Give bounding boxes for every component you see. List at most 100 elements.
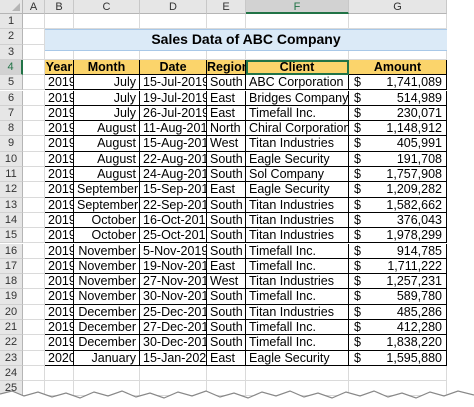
grid-cell[interactable]	[246, 14, 349, 30]
region-cell[interactable]: South	[207, 243, 246, 259]
client-cell[interactable]: Bridges Company	[246, 90, 349, 106]
date-cell[interactable]: 19-Jul-2019	[140, 90, 207, 106]
row-header-7[interactable]: 7	[0, 105, 23, 122]
client-cell[interactable]: Timefall Inc.	[246, 243, 349, 259]
year-cell[interactable]: 2019	[45, 212, 74, 229]
row-header-22[interactable]: 22	[0, 335, 23, 351]
year-cell[interactable]: 2019	[45, 151, 74, 167]
year-cell[interactable]: 2019	[45, 289, 74, 305]
row-header-15[interactable]: 15	[0, 228, 23, 244]
client-cell[interactable]: Timefall Inc.	[246, 105, 349, 122]
grid-cell[interactable]	[349, 44, 447, 60]
month-cell[interactable]: November	[74, 274, 140, 290]
client-cell[interactable]: Eagle Security	[246, 182, 349, 198]
grid-cell[interactable]	[23, 59, 45, 76]
year-cell[interactable]: 2019	[45, 167, 74, 183]
grid-cell[interactable]	[45, 44, 74, 60]
year-cell[interactable]: 2019	[45, 274, 74, 290]
month-cell[interactable]: September	[74, 182, 140, 198]
table-header-year[interactable]: Year	[45, 59, 74, 76]
month-cell[interactable]: July	[74, 90, 140, 106]
region-cell[interactable]: South	[207, 212, 246, 229]
grid-cell[interactable]	[246, 44, 349, 60]
grid-cell[interactable]	[23, 197, 45, 213]
region-cell[interactable]: West	[207, 136, 246, 152]
table-header-date[interactable]: Date	[140, 59, 207, 76]
row-header-9[interactable]: 9	[0, 136, 23, 152]
region-cell[interactable]: South	[207, 75, 246, 91]
column-header-c[interactable]: C	[74, 0, 140, 14]
year-cell[interactable]: 2019	[45, 197, 74, 213]
row-header-11[interactable]: 11	[0, 167, 23, 183]
amount-cell[interactable]: $1,757,908	[349, 167, 447, 183]
year-cell[interactable]: 2019	[45, 75, 74, 91]
row-header-2[interactable]: 2	[0, 29, 23, 45]
grid-cell[interactable]	[23, 365, 45, 382]
year-cell[interactable]: 2019	[45, 243, 74, 259]
year-cell[interactable]: 2019	[45, 320, 74, 336]
year-cell[interactable]: 2019	[45, 228, 74, 244]
date-cell[interactable]: 26-Jul-2019	[140, 105, 207, 122]
client-cell[interactable]: Chiral Corporation	[246, 121, 349, 137]
amount-cell[interactable]: $191,708	[349, 151, 447, 167]
region-cell[interactable]: South	[207, 151, 246, 167]
amount-cell[interactable]: $485,286	[349, 304, 447, 320]
region-cell[interactable]: East	[207, 105, 246, 122]
month-cell[interactable]: August	[74, 167, 140, 183]
row-header-13[interactable]: 13	[0, 197, 23, 213]
year-cell[interactable]: 2019	[45, 105, 74, 122]
amount-cell[interactable]: $1,209,282	[349, 182, 447, 198]
grid-cell[interactable]	[349, 365, 447, 382]
month-cell[interactable]: January	[74, 350, 140, 366]
year-cell[interactable]: 2019	[45, 304, 74, 320]
amount-cell[interactable]: $914,785	[349, 243, 447, 259]
date-cell[interactable]: 22-Sep-2019	[140, 197, 207, 213]
grid-cell[interactable]	[23, 121, 45, 137]
grid-cell[interactable]	[349, 14, 447, 30]
grid-cell[interactable]	[23, 320, 45, 336]
grid-cell[interactable]	[23, 228, 45, 244]
region-cell[interactable]: East	[207, 350, 246, 366]
grid-cell[interactable]	[23, 304, 45, 320]
column-header-d[interactable]: D	[140, 0, 207, 14]
region-cell[interactable]: West	[207, 274, 246, 290]
date-cell[interactable]: 15-Jul-2019	[140, 75, 207, 91]
month-cell[interactable]: November	[74, 289, 140, 305]
grid-cell[interactable]	[23, 44, 45, 60]
month-cell[interactable]: October	[74, 228, 140, 244]
date-cell[interactable]: 27-Dec-2019	[140, 320, 207, 336]
row-header-16[interactable]: 16	[0, 243, 23, 259]
region-cell[interactable]: South	[207, 197, 246, 213]
grid-cell[interactable]	[74, 14, 140, 30]
amount-cell[interactable]: $1,148,912	[349, 121, 447, 137]
grid-cell[interactable]	[23, 105, 45, 122]
year-cell[interactable]: 2019	[45, 136, 74, 152]
row-header-14[interactable]: 14	[0, 212, 23, 229]
amount-cell[interactable]: $1,711,222	[349, 258, 447, 275]
grid-cell[interactable]	[23, 151, 45, 167]
month-cell[interactable]: November	[74, 258, 140, 275]
row-header-5[interactable]: 5	[0, 75, 23, 91]
month-cell[interactable]: November	[74, 243, 140, 259]
year-cell[interactable]: 2020	[45, 350, 74, 366]
row-header-12[interactable]: 12	[0, 182, 23, 198]
grid-cell[interactable]	[23, 136, 45, 152]
month-cell[interactable]: August	[74, 121, 140, 137]
date-cell[interactable]: 22-Aug-2019	[140, 151, 207, 167]
date-cell[interactable]: 19-Nov-2019	[140, 258, 207, 275]
region-cell[interactable]: East	[207, 90, 246, 106]
client-cell[interactable]: Timefall Inc.	[246, 320, 349, 336]
client-cell[interactable]: Timefall Inc.	[246, 335, 349, 351]
year-cell[interactable]: 2019	[45, 90, 74, 106]
row-header-18[interactable]: 18	[0, 274, 23, 290]
region-cell[interactable]: South	[207, 167, 246, 183]
month-cell[interactable]: September	[74, 197, 140, 213]
date-cell[interactable]: 24-Aug-2019	[140, 167, 207, 183]
amount-cell[interactable]: $1,978,299	[349, 228, 447, 244]
month-cell[interactable]: December	[74, 304, 140, 320]
year-cell[interactable]: 2019	[45, 258, 74, 275]
month-cell[interactable]: December	[74, 320, 140, 336]
row-header-10[interactable]: 10	[0, 151, 23, 167]
date-cell[interactable]: 5-Nov-2019	[140, 243, 207, 259]
